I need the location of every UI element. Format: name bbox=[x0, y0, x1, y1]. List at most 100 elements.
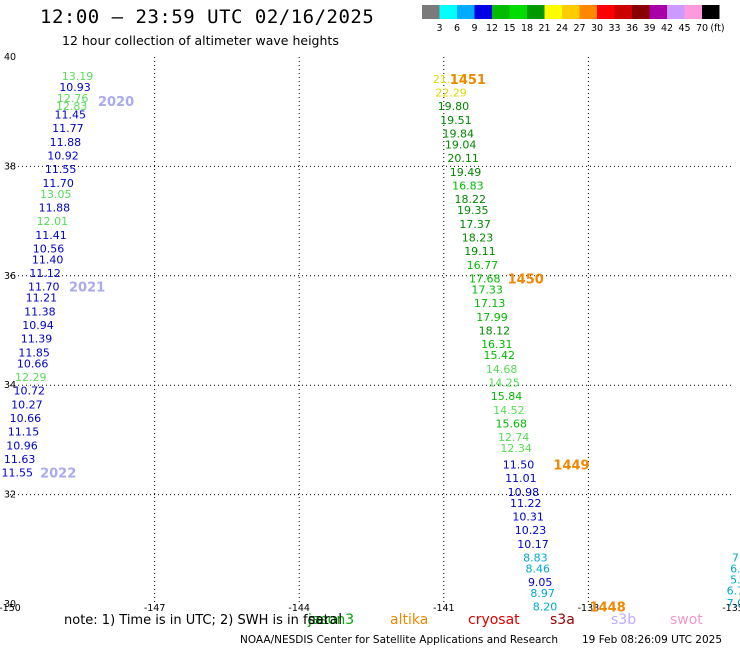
wave-height-label: 11.88 bbox=[39, 201, 71, 214]
satellite-s3a: s3a bbox=[550, 612, 575, 628]
credit-text: NOAA/NESDIS Center for Satellite Applica… bbox=[240, 634, 558, 646]
satellite-cryosat: cryosat bbox=[468, 612, 520, 628]
y-tick-label: 30 bbox=[4, 599, 16, 610]
wave-height-label: 11.15 bbox=[8, 426, 40, 439]
wave-height-label: 7 bbox=[732, 552, 739, 565]
colorbar-tick-label: 27 bbox=[573, 23, 585, 34]
colorbar-swatch bbox=[632, 5, 650, 19]
colorbar-swatch bbox=[684, 5, 702, 19]
colorbar-swatch bbox=[457, 5, 475, 19]
wave-height-label: 17.13 bbox=[474, 297, 506, 310]
wave-height-label: 11.01 bbox=[505, 472, 537, 485]
wave-height-label: 11.85 bbox=[18, 346, 50, 359]
wave-height-label: 8.97 bbox=[530, 587, 555, 600]
wave-height-label: 9.05 bbox=[528, 576, 553, 589]
wave-height-label: 11.50 bbox=[503, 459, 535, 472]
pass-number-label: 1450 bbox=[508, 273, 544, 288]
wave-height-label: 10.72 bbox=[14, 385, 46, 398]
x-tick-label: -144 bbox=[288, 603, 310, 614]
colorbar-tick-label: 6 bbox=[454, 23, 460, 34]
colorbar-swatch bbox=[492, 5, 510, 19]
wave-height-label: 10.96 bbox=[6, 439, 38, 452]
satellite-saral: saral bbox=[308, 612, 343, 628]
wave-height-label: 15.84 bbox=[491, 390, 523, 403]
wave-height-label: 22.29 bbox=[435, 87, 467, 100]
wave-height-label: 11.55 bbox=[1, 467, 33, 480]
colorbar-tick-label: 39 bbox=[643, 23, 655, 34]
wave-height-label: 11.63 bbox=[4, 453, 36, 466]
wave-height-label: 11.70 bbox=[28, 281, 60, 294]
wave-height-label: 6. bbox=[730, 562, 740, 575]
wave-height-label: 8.46 bbox=[526, 562, 551, 575]
colorbar-swatch bbox=[562, 5, 580, 19]
wave-height-label: 19.11 bbox=[464, 245, 496, 258]
wave-height-label: 14.68 bbox=[486, 363, 518, 376]
pass-number-label: 2020 bbox=[98, 95, 134, 110]
wave-height-label: 11.40 bbox=[32, 253, 64, 266]
colorbar-tick-label: 3 bbox=[436, 23, 442, 34]
wave-height-label: 20.11 bbox=[447, 152, 479, 165]
satellite-swot: swot bbox=[670, 612, 703, 628]
colorbar-tick-label: 15 bbox=[503, 23, 515, 34]
wave-height-label: 13.19 bbox=[62, 70, 94, 83]
wave-height-label: 13.05 bbox=[40, 188, 72, 201]
colorbar-swatch bbox=[509, 5, 527, 19]
wave-height-label: 11.39 bbox=[21, 333, 53, 346]
wave-height-label: 12.83 bbox=[56, 100, 88, 113]
wave-height-label: 15.42 bbox=[483, 349, 515, 362]
wave-height-label: 10.93 bbox=[59, 81, 91, 94]
y-tick-label: 34 bbox=[4, 380, 16, 391]
wave-height-label: 6.7 bbox=[727, 584, 740, 597]
wave-height-label: 18.12 bbox=[479, 325, 511, 338]
colorbar-swatch bbox=[579, 5, 597, 19]
wave-height-label: 11.12 bbox=[29, 267, 61, 280]
chart-subtitle: 12 hour collection of altimeter wave hei… bbox=[62, 33, 339, 48]
colorbar-swatch bbox=[527, 5, 545, 19]
colorbar-tick-label: 45 bbox=[678, 23, 690, 34]
colorbar-swatch bbox=[597, 5, 615, 19]
wave-height-label: 15.68 bbox=[496, 417, 528, 430]
colorbar-swatch bbox=[614, 5, 632, 19]
wave-height-label: 12.76 bbox=[57, 92, 89, 105]
colorbar-swatch bbox=[422, 5, 440, 19]
x-tick-label: -141 bbox=[433, 603, 455, 614]
wave-height-label: 16.77 bbox=[467, 259, 499, 272]
wave-height-label: 12.74 bbox=[498, 431, 530, 444]
colorbar-tick-label: 42 bbox=[661, 23, 673, 34]
wave-height-label: 12.34 bbox=[500, 442, 532, 455]
wave-height-label: 10.94 bbox=[22, 319, 54, 332]
pass-number-label: 1451 bbox=[450, 73, 486, 88]
footnote: note: 1) Time is in UTC; 2) SWH is in fe… bbox=[64, 613, 329, 628]
wave-height-label: 11.55 bbox=[45, 163, 77, 176]
colorbar-swatch bbox=[439, 5, 457, 19]
colorbar-tick-label: 12 bbox=[486, 23, 498, 34]
colorbar-tick-label: 70 bbox=[696, 23, 708, 34]
colorbar-swatch bbox=[649, 5, 667, 19]
wave-height-label: 10.66 bbox=[10, 412, 42, 425]
wave-height-label: 19.84 bbox=[443, 128, 475, 141]
wave-height-label: 17.99 bbox=[476, 311, 508, 324]
wave-height-label: 17.68 bbox=[469, 273, 501, 286]
wave-height-label: 12.01 bbox=[37, 215, 69, 228]
wave-height-label: 19.04 bbox=[445, 139, 477, 152]
colorbar-tick-label: 36 bbox=[626, 23, 638, 34]
colorbar-tick-label: 33 bbox=[608, 23, 620, 34]
wave-height-label: 10.31 bbox=[512, 510, 544, 523]
colorbar-swatch bbox=[702, 5, 720, 19]
wave-height-label: 10.92 bbox=[47, 149, 79, 162]
x-tick-label: -150 bbox=[0, 603, 21, 614]
colorbar-tick-label: 21 bbox=[538, 23, 550, 34]
wave-height-label: 10.98 bbox=[508, 486, 540, 499]
y-tick-label: 40 bbox=[4, 52, 16, 63]
wave-height-label: 16.31 bbox=[481, 338, 513, 351]
wave-height-label: 19.80 bbox=[438, 100, 470, 113]
wave-height-label: 7.0 bbox=[727, 597, 740, 610]
x-tick-label: -147 bbox=[144, 603, 166, 614]
x-tick-label: -135 bbox=[722, 603, 740, 614]
timestamp-text: 19 Feb 08:26:09 UTC 2025 bbox=[582, 634, 722, 646]
wave-height-label: 11.77 bbox=[52, 122, 84, 135]
wave-height-label: 18.23 bbox=[462, 232, 494, 245]
color-legend: 3 6 9 12 15 18 21 24 27 30 33 36 39 42 45 70 (ft) bbox=[422, 5, 725, 34]
pass-number-label: 2022 bbox=[40, 467, 76, 482]
